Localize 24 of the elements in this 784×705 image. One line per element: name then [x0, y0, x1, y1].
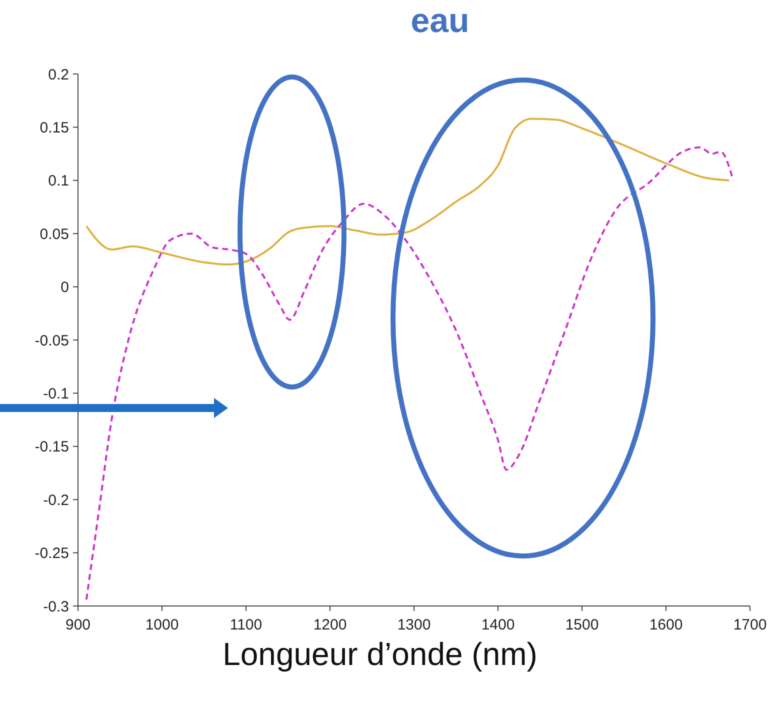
- y-tick-label: -0.05: [34, 332, 69, 350]
- x-tick-label: 1000: [145, 616, 179, 634]
- x-tick-label: 900: [65, 616, 91, 634]
- y-tick-label: -0.3: [43, 598, 69, 616]
- y-tick-label: -0.25: [34, 545, 69, 562]
- x-tick-label: 1400: [481, 616, 515, 634]
- x-tick-label: 1500: [565, 616, 599, 634]
- x-tick-label: 1200: [313, 616, 347, 634]
- y-tick-label: -0.1: [43, 386, 69, 403]
- y-tick-label: 0.15: [40, 120, 69, 137]
- chart-title: eau: [410, 2, 470, 41]
- y-tick-label: -0.15: [34, 438, 69, 456]
- y-tick-label: -0.2: [43, 492, 69, 509]
- x-tick-label: 1600: [649, 616, 683, 634]
- x-tick-label: 1300: [397, 616, 431, 634]
- line-series: [85, 118, 730, 266]
- x-tick-label: 1100: [230, 616, 262, 634]
- y-tick-label: 0.1: [48, 172, 69, 190]
- x-tick-label: 1700: [733, 616, 767, 634]
- x-axis-title: Longueur d’onde (nm): [222, 636, 538, 673]
- y-tick-label: 0.2: [48, 66, 69, 84]
- line-series: [85, 146, 734, 601]
- y-tick-label: 0.05: [40, 226, 69, 243]
- y-tick-label: 0: [60, 279, 69, 296]
